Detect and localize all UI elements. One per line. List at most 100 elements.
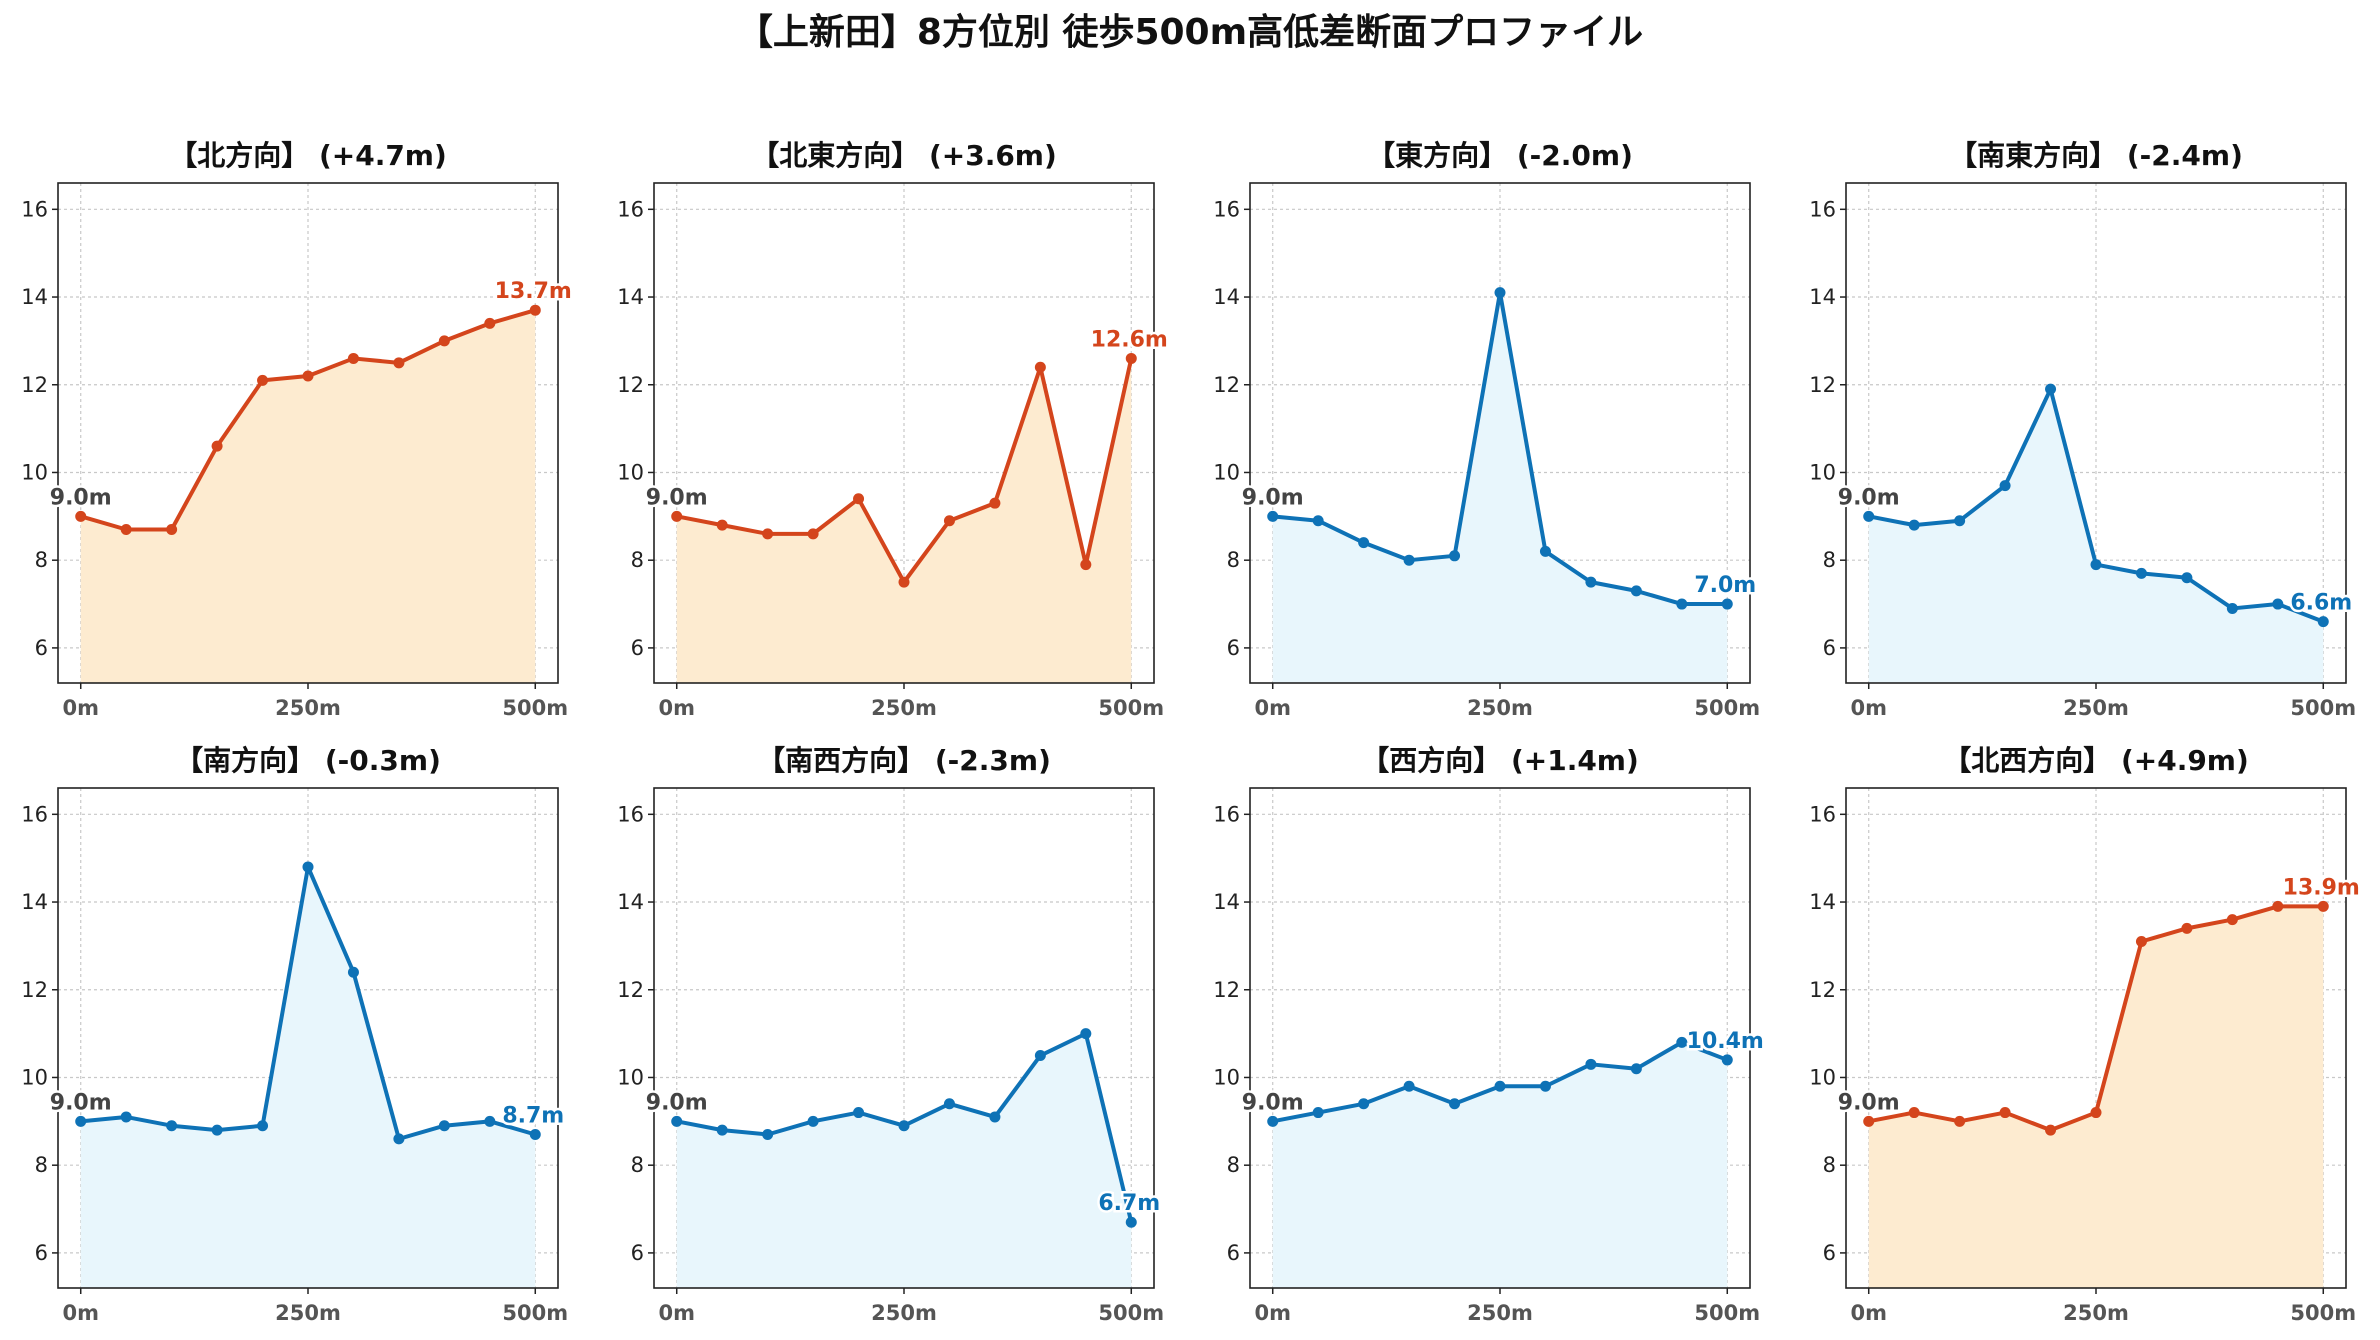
y-tick-label: 8 — [1227, 548, 1240, 572]
x-tick-label: 0m — [658, 1301, 695, 1325]
y-tick-label: 12 — [1809, 978, 1836, 1002]
y-tick-label: 6 — [1823, 1241, 1836, 1265]
y-tick-label: 16 — [1809, 197, 1836, 221]
panel-title: 【南東方向】 (-2.4m) — [1949, 139, 2243, 172]
data-point — [1403, 1080, 1415, 1092]
data-point — [762, 1128, 774, 1140]
data-point — [1449, 550, 1461, 562]
data-point — [302, 370, 314, 382]
x-tick-label: 250m — [2063, 1301, 2129, 1325]
data-point — [484, 317, 496, 329]
data-point — [2272, 598, 2284, 610]
data-point — [1267, 510, 1279, 522]
data-point — [853, 493, 865, 505]
data-point — [989, 497, 1001, 509]
data-point — [529, 1128, 541, 1140]
data-point — [943, 1098, 955, 1110]
data-point — [1585, 576, 1597, 588]
data-point — [1908, 519, 1920, 531]
panel-3: 【南東方向】 (-2.4m) 6 8 10 12 14 16 0m 250m 500m 9.0m 6.… — [1809, 139, 2356, 720]
y-tick-label: 8 — [631, 548, 644, 572]
x-tick-label: 250m — [1467, 1301, 1533, 1325]
y-tick-label: 16 — [1809, 802, 1836, 826]
data-point — [943, 515, 955, 527]
data-point — [1954, 1115, 1966, 1127]
data-point — [716, 519, 728, 531]
start-label: 9.0m — [1242, 485, 1304, 510]
data-point — [1721, 1054, 1733, 1066]
y-tick-label: 12 — [1809, 373, 1836, 397]
x-tick-label: 0m — [658, 696, 695, 720]
y-tick-label: 14 — [21, 285, 48, 309]
y-tick-label: 10 — [1213, 1065, 1240, 1089]
x-tick-label: 250m — [275, 1301, 341, 1325]
data-point — [438, 335, 450, 347]
end-label: 6.6m — [2290, 591, 2352, 616]
panel-4: 【南方向】 (-0.3m) 6 8 10 12 14 16 0m 250m 500m 9.0m 8.7… — [21, 744, 568, 1325]
x-tick-label: 0m — [1850, 1301, 1887, 1325]
data-point — [211, 440, 223, 452]
data-point — [1494, 1080, 1506, 1092]
y-tick-label: 12 — [1213, 978, 1240, 1002]
y-tick-label: 14 — [1809, 285, 1836, 309]
area-fill — [1272, 292, 1728, 683]
start-label: 9.0m — [50, 1090, 112, 1115]
x-tick-label: 0m — [62, 696, 99, 720]
y-tick-label: 6 — [1227, 636, 1240, 660]
x-tick-label: 500m — [2290, 696, 2356, 720]
data-point — [1403, 554, 1415, 566]
y-tick-label: 6 — [631, 636, 644, 660]
data-point — [2135, 936, 2147, 948]
data-point — [1585, 1058, 1597, 1070]
data-point — [75, 510, 87, 522]
y-tick-label: 10 — [1213, 460, 1240, 484]
data-point — [1721, 598, 1733, 610]
y-tick-label: 12 — [21, 373, 48, 397]
data-point — [120, 1111, 132, 1123]
data-point — [898, 1120, 910, 1132]
x-tick-label: 500m — [2290, 1301, 2356, 1325]
data-point — [2090, 559, 2102, 571]
x-tick-label: 500m — [502, 696, 568, 720]
panel-title: 【東方向】 (-2.0m) — [1367, 139, 1633, 172]
x-tick-label: 250m — [871, 696, 937, 720]
data-point — [529, 304, 541, 316]
y-tick-label: 12 — [617, 978, 644, 1002]
data-point — [120, 523, 132, 535]
data-point — [1125, 1216, 1137, 1228]
x-tick-label: 250m — [275, 696, 341, 720]
x-tick-label: 250m — [871, 1301, 937, 1325]
panel-5: 【南西方向】 (-2.3m) 6 8 10 12 14 16 0m 250m 500m 9.0m 6.… — [617, 744, 1164, 1325]
area-fill — [1272, 1042, 1728, 1288]
data-point — [989, 1111, 1001, 1123]
data-point — [1080, 559, 1092, 571]
data-point — [1999, 1107, 2011, 1119]
data-point — [1630, 585, 1642, 597]
data-point — [75, 1115, 87, 1127]
y-tick-label: 12 — [617, 373, 644, 397]
area-fill — [80, 866, 536, 1288]
y-tick-label: 14 — [1809, 890, 1836, 914]
x-tick-label: 250m — [2063, 696, 2129, 720]
data-point — [1034, 1050, 1046, 1062]
data-point — [2181, 922, 2193, 934]
data-point — [393, 1133, 405, 1145]
y-tick-label: 6 — [35, 636, 48, 660]
y-tick-label: 8 — [1227, 1153, 1240, 1177]
y-tick-label: 8 — [1823, 1153, 1836, 1177]
x-tick-label: 250m — [1467, 696, 1533, 720]
panel-title: 【南西方向】 (-2.3m) — [757, 744, 1051, 777]
data-point — [671, 1115, 683, 1127]
data-point — [2135, 567, 2147, 579]
data-point — [1267, 1115, 1279, 1127]
data-point — [166, 1120, 178, 1132]
x-tick-label: 0m — [1254, 696, 1291, 720]
data-point — [671, 510, 683, 522]
data-point — [1999, 480, 2011, 492]
data-point — [1358, 1098, 1370, 1110]
data-point — [853, 1107, 865, 1119]
area-fill — [1868, 906, 2324, 1288]
data-point — [2317, 616, 2329, 628]
y-tick-label: 14 — [21, 890, 48, 914]
data-point — [1125, 352, 1137, 364]
